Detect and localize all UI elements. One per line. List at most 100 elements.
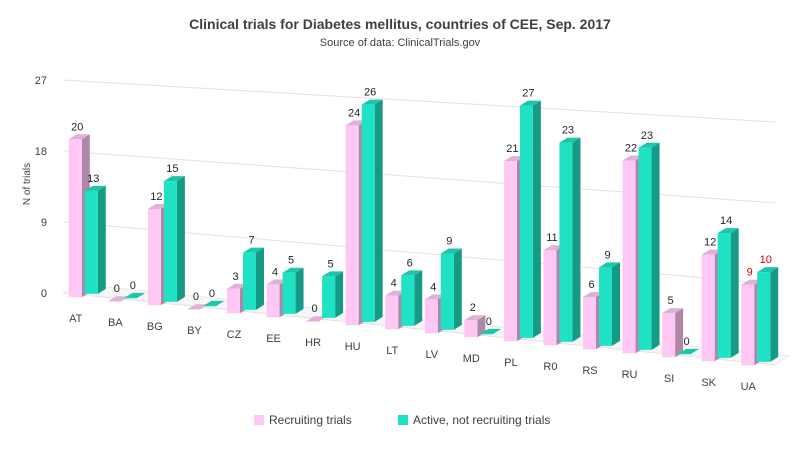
bar [84, 190, 98, 294]
x-tick-label: RS [582, 365, 597, 377]
bar-top [306, 316, 328, 322]
bar-top [464, 315, 486, 321]
data-label: 3 [232, 271, 238, 283]
data-label: 9 [446, 236, 452, 248]
data-label: 7 [248, 235, 254, 247]
bar [662, 313, 676, 358]
bar [543, 250, 557, 346]
bar-top [519, 100, 541, 106]
bar [243, 252, 256, 310]
bar [361, 104, 375, 322]
bar-side [453, 248, 462, 330]
y-axis-label: N of trials [22, 163, 33, 205]
bar-top [187, 304, 209, 310]
data-label: 9 [604, 249, 610, 261]
x-tick-label: HR [305, 337, 321, 349]
bar-top [385, 290, 407, 296]
data-label: 0 [486, 316, 492, 328]
data-label: 26 [364, 87, 376, 99]
data-label: 6 [407, 257, 413, 269]
bar-top [559, 137, 581, 143]
bar [701, 254, 715, 362]
x-tick-label: RU [622, 369, 638, 381]
bar-top [227, 283, 248, 289]
bar-side [572, 137, 581, 342]
bar [464, 320, 478, 338]
x-tick-label: BG [147, 321, 163, 333]
bar [757, 272, 771, 362]
x-tick-label: MD [463, 353, 480, 365]
bar-top [503, 156, 525, 162]
bar-top [701, 249, 723, 255]
bar-side [414, 270, 423, 326]
bar-side [477, 315, 486, 338]
legend-label-active: Active, not recruiting trials [413, 413, 551, 427]
y-tick-label: 18 [35, 146, 47, 158]
data-label: 0 [114, 283, 120, 295]
bar-top [108, 296, 130, 302]
data-label: 0 [684, 336, 690, 348]
bar-top [622, 155, 644, 161]
bar [583, 297, 596, 350]
data-label: 0 [130, 280, 136, 292]
data-label: 15 [166, 163, 178, 175]
bar-top [282, 267, 304, 273]
legend-swatch-active [398, 415, 408, 425]
bar-top [757, 267, 779, 273]
gridline [62, 79, 776, 123]
bar-top [638, 142, 660, 148]
bar-top [599, 262, 620, 268]
bar [401, 275, 415, 326]
bar [480, 333, 494, 335]
bar [424, 299, 438, 334]
bar [68, 139, 82, 298]
bar [163, 181, 177, 302]
bar [227, 288, 240, 314]
bar-top [84, 185, 106, 191]
data-label: 2 [470, 302, 476, 314]
x-tick-label: BA [108, 317, 123, 329]
bar [559, 142, 573, 342]
bar-top [401, 270, 423, 276]
x-tick-label: CZ [227, 329, 242, 341]
bar [203, 305, 217, 307]
data-label: 12 [704, 237, 716, 249]
bar-top [345, 120, 367, 126]
x-tick-label: UA [741, 381, 757, 393]
bar-top [203, 300, 225, 306]
data-label: 0 [209, 288, 215, 300]
data-label: 13 [87, 173, 99, 185]
bar-side [532, 100, 541, 338]
bar-top [662, 308, 684, 314]
x-tick-label: SI [664, 373, 674, 385]
bar-top [361, 99, 383, 105]
bar-top [543, 245, 565, 251]
x-tick-label: LT [386, 345, 398, 357]
bar [678, 353, 692, 355]
x-tick-label: LV [425, 349, 438, 361]
bar-side [374, 99, 383, 322]
data-label: 27 [522, 88, 534, 100]
bar [124, 297, 138, 299]
bar-side [256, 247, 264, 310]
bar [345, 125, 359, 326]
gridline [62, 292, 776, 366]
bar [385, 295, 399, 330]
bar [322, 276, 336, 318]
bar-top [266, 279, 288, 285]
bar [440, 253, 454, 330]
data-label: 9 [747, 267, 753, 279]
chart-title: Clinical trials for Diabetes mellitus, c… [189, 16, 611, 32]
data-label: 10 [760, 254, 772, 266]
legend-swatch-recruiting [254, 415, 264, 425]
bar-side [176, 176, 185, 302]
y-tick-label: 27 [35, 75, 47, 87]
bar-side [770, 267, 779, 362]
bar-top [147, 203, 169, 209]
x-tick-label: PL [504, 357, 517, 369]
data-label: 4 [430, 281, 436, 293]
data-label: 6 [588, 279, 594, 291]
bar-side [651, 142, 660, 350]
data-label: 5 [328, 258, 334, 270]
